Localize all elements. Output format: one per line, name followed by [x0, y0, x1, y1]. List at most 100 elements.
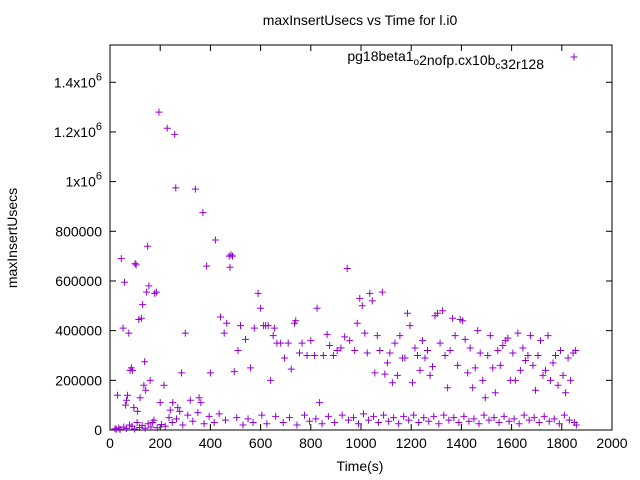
y-tick-label: 200000	[55, 372, 102, 388]
data-point	[194, 409, 202, 417]
data-point	[132, 261, 140, 269]
data-point	[383, 359, 391, 367]
data-point	[406, 322, 414, 330]
data-point	[405, 416, 413, 424]
data-point	[386, 349, 394, 357]
y-tick-label: 1.2x106	[54, 121, 102, 140]
legend-marker-glyph	[570, 53, 578, 61]
data-point	[391, 339, 399, 347]
data-point	[176, 407, 184, 415]
data-point	[401, 354, 409, 362]
data-point	[520, 411, 528, 419]
data-point	[216, 313, 224, 321]
data-point	[411, 344, 419, 352]
data-point	[331, 419, 339, 427]
data-point	[319, 351, 327, 359]
data-point	[479, 376, 487, 384]
data-point	[451, 332, 459, 340]
data-point	[174, 404, 182, 412]
data-point	[354, 420, 362, 428]
data-point	[554, 381, 562, 389]
data-point	[351, 347, 359, 355]
data-point	[365, 416, 373, 424]
data-point	[555, 420, 563, 428]
y-tick-label: 800000	[55, 223, 102, 239]
data-point	[567, 376, 575, 384]
data-point	[541, 366, 549, 374]
data-point	[318, 420, 326, 428]
data-point	[195, 394, 203, 402]
data-point	[363, 349, 371, 357]
data-point	[307, 337, 315, 345]
data-point	[552, 351, 560, 359]
data-point	[373, 332, 381, 340]
data-point	[250, 324, 258, 332]
data-point	[115, 424, 123, 432]
x-axis-ticks: 0 200 400 600 800 1000 1200 1400 1600 1800 2000	[106, 45, 628, 451]
data-point	[562, 389, 570, 397]
data-point	[211, 236, 219, 244]
data-point	[491, 389, 499, 397]
data-point	[228, 252, 236, 260]
data-point	[418, 337, 426, 345]
data-point	[521, 356, 529, 364]
data-point	[206, 369, 214, 377]
plot-border	[109, 44, 613, 431]
data-point	[550, 415, 558, 423]
data-point	[312, 415, 320, 423]
data-point	[153, 424, 161, 432]
data-point	[559, 371, 567, 379]
data-point	[122, 425, 130, 433]
data-point	[257, 304, 265, 312]
data-point	[536, 337, 544, 345]
data-point	[131, 260, 139, 268]
data-point	[220, 329, 228, 337]
data-point	[267, 376, 275, 384]
data-point	[296, 349, 304, 357]
x-tick-label: 400	[199, 435, 223, 451]
data-point	[223, 319, 231, 327]
data-point	[435, 420, 443, 428]
data-point	[125, 329, 133, 337]
data-point	[549, 359, 557, 367]
data-point	[371, 369, 379, 377]
data-point	[464, 369, 472, 377]
data-point	[494, 347, 502, 355]
y-tick-label: 400000	[55, 323, 102, 339]
data-point	[324, 412, 332, 420]
data-point	[524, 351, 532, 359]
legend: pg18beta1o2nofp.cx10bc32r128	[347, 48, 578, 72]
data-point	[215, 410, 223, 418]
data-point	[311, 351, 319, 359]
data-point	[531, 386, 539, 394]
x-tick-label: 1400	[446, 435, 477, 451]
data-point	[184, 411, 192, 419]
legend-marker	[570, 53, 578, 61]
data-point	[140, 381, 148, 389]
data-point	[161, 422, 169, 430]
data-point	[171, 130, 179, 138]
data-point	[306, 417, 314, 425]
data-point	[160, 381, 168, 389]
data-point	[166, 406, 174, 414]
data-point	[378, 288, 386, 296]
x-tick-label: 1600	[496, 435, 527, 451]
data-point	[344, 416, 352, 424]
data-point	[186, 396, 194, 404]
data-point	[152, 288, 160, 296]
data-point	[343, 265, 351, 273]
data-point	[534, 351, 542, 359]
data-point	[146, 376, 154, 384]
data-point	[385, 417, 393, 425]
data-point	[157, 421, 165, 429]
data-point	[197, 399, 205, 407]
data-point	[455, 419, 463, 427]
data-point	[313, 304, 321, 312]
data-point	[495, 419, 503, 427]
data-point	[234, 347, 242, 355]
data-point	[421, 354, 429, 362]
data-point	[139, 301, 147, 309]
data-point	[565, 416, 573, 424]
data-point	[415, 419, 423, 427]
